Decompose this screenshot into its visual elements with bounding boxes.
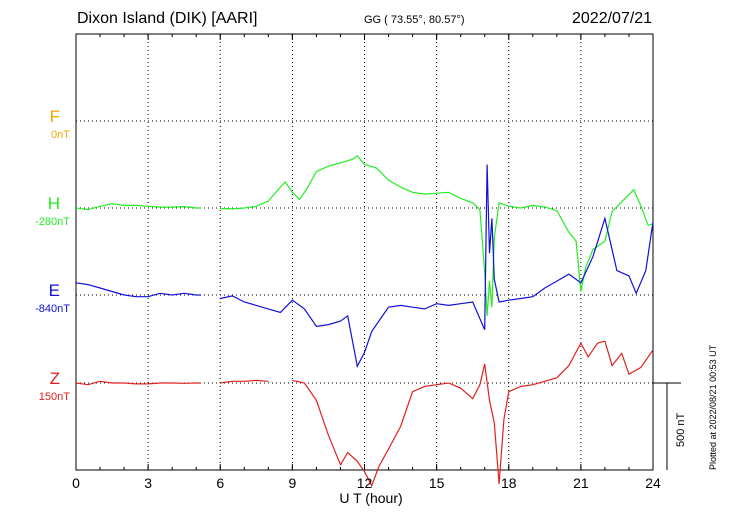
station-coordinates: GG ( 73.55°, 80.57°): [364, 14, 465, 26]
x-tick-label: 15: [428, 475, 445, 491]
plot-frame: [75, 33, 654, 471]
plotted-timestamp: Plotted at 2022/08/21 00:53 UT: [708, 344, 718, 470]
x-axis-label: U T (hour): [339, 490, 403, 506]
channel-baseline-h: -280nT: [35, 216, 70, 228]
channel-baseline-f: 0nT: [51, 129, 70, 141]
x-tick-marks: [75, 34, 654, 470]
series-line-h: [220, 154, 654, 316]
scale-bar: [653, 382, 681, 470]
series-line-z: [75, 380, 201, 386]
series-line-z: [292, 340, 654, 488]
channel-name-z: Z: [49, 369, 60, 388]
series-layer: [75, 154, 654, 488]
channel-name-f: F: [49, 107, 60, 126]
channel-baseline-e: -840nT: [35, 303, 70, 315]
x-tick-label: 3: [144, 475, 153, 491]
channel-name-e: E: [48, 281, 60, 300]
x-tick-label: 18: [500, 475, 517, 491]
x-tick-label: 9: [288, 475, 297, 491]
channel-name-h: H: [47, 194, 60, 213]
series-line-z: [220, 379, 269, 384]
x-tick-label: 21: [573, 475, 589, 491]
scale-bar-label: 500 nT: [675, 412, 687, 447]
x-tick-label: 6: [216, 475, 225, 491]
x-tick-label: 0: [72, 475, 80, 491]
x-tick-label: 24: [645, 475, 661, 491]
plot-date: 2022/07/21: [572, 10, 653, 27]
series-line-e: [75, 282, 201, 298]
series-line-e: [220, 164, 654, 369]
grid-lines: [76, 34, 653, 470]
channel-baseline-z: 150nT: [38, 391, 70, 403]
x-tick-label: 12: [356, 475, 373, 491]
station-title: Dixon Island (DIK) [AARI]: [77, 10, 258, 27]
series-line-h: [75, 203, 201, 211]
